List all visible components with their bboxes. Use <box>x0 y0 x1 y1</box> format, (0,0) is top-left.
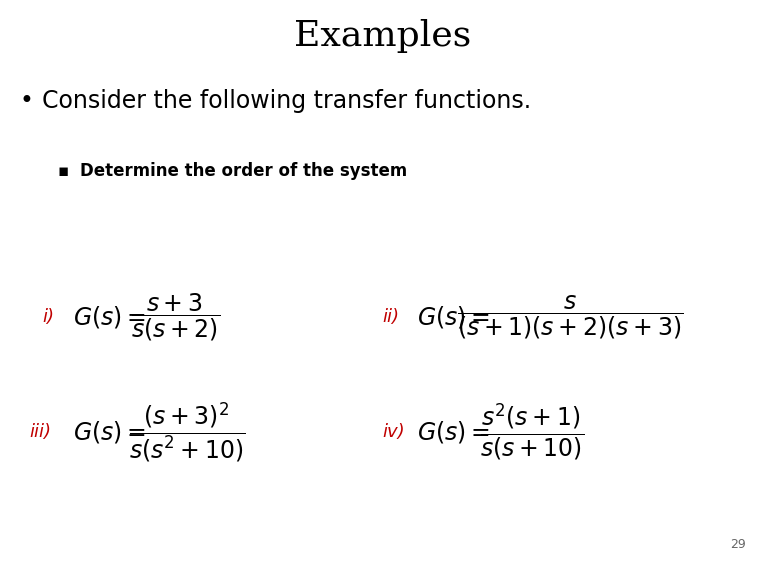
Text: $\dfrac{(s+3)^{2}}{s(s^{2}+10)}$: $\dfrac{(s+3)^{2}}{s(s^{2}+10)}$ <box>129 400 246 464</box>
Text: 29: 29 <box>730 538 746 551</box>
Text: •: • <box>19 89 33 113</box>
Text: $G(s) =$: $G(s) =$ <box>73 419 145 445</box>
Text: ▪: ▪ <box>57 162 69 180</box>
Text: $\dfrac{s^{2}(s+1)}{s(s+10)}$: $\dfrac{s^{2}(s+1)}{s(s+10)}$ <box>480 402 584 462</box>
Text: Consider the following transfer functions.: Consider the following transfer function… <box>42 89 531 113</box>
Text: ii): ii) <box>382 308 399 326</box>
Text: Examples: Examples <box>294 20 471 53</box>
Text: $G(s) =$: $G(s) =$ <box>73 304 145 330</box>
Text: $G(s) =$: $G(s) =$ <box>417 304 490 330</box>
Text: i): i) <box>42 308 54 326</box>
Text: $\dfrac{s+3}{s(s+2)}$: $\dfrac{s+3}{s(s+2)}$ <box>132 291 220 343</box>
Text: iii): iii) <box>29 423 51 441</box>
Text: $G(s) =$: $G(s) =$ <box>417 419 490 445</box>
Text: iv): iv) <box>382 423 405 441</box>
Text: $\dfrac{s}{(s+1)(s+2)(s+3)}$: $\dfrac{s}{(s+1)(s+2)(s+3)}$ <box>457 293 683 341</box>
Text: Determine the order of the system: Determine the order of the system <box>80 162 408 180</box>
